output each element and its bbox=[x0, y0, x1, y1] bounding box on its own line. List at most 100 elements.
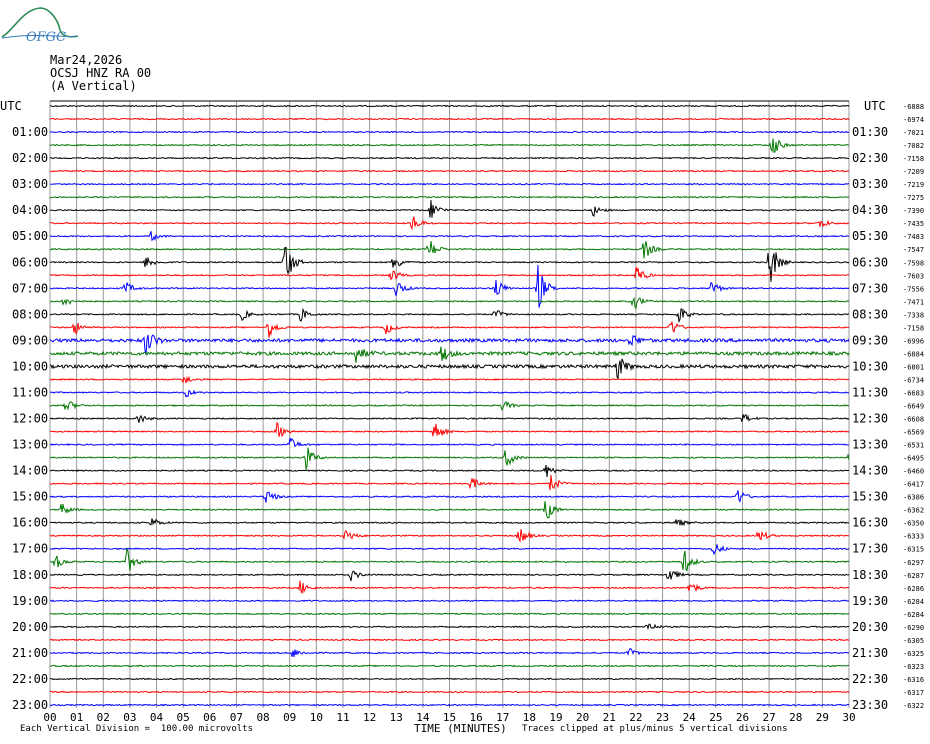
hour-label-right: 02:30 bbox=[852, 151, 888, 165]
x-tick-label: 21 bbox=[603, 711, 616, 724]
trace-line bbox=[49, 200, 850, 218]
trace-line bbox=[49, 307, 850, 324]
trace-offset-label: -6608 bbox=[903, 416, 924, 424]
x-tick-label: 05 bbox=[177, 711, 190, 724]
x-tick-label: 24 bbox=[683, 711, 697, 724]
x-tick-label: 09 bbox=[283, 711, 296, 724]
right-utc-title: UTC bbox=[864, 99, 886, 113]
trace-line bbox=[49, 677, 850, 681]
x-tick-label: 08 bbox=[256, 711, 269, 724]
trace-line bbox=[49, 130, 850, 134]
trace-line bbox=[49, 182, 850, 186]
trace-offset-label: -7547 bbox=[903, 246, 924, 254]
trace-offset-label: -6323 bbox=[903, 663, 924, 671]
trace-offset-label: -6286 bbox=[903, 585, 924, 593]
hour-label-left: 23:00 bbox=[12, 698, 48, 712]
trace-offset-label: -6287 bbox=[903, 572, 924, 580]
hour-label-right: 13:30 bbox=[852, 438, 888, 452]
x-tick-label: 30 bbox=[842, 711, 855, 724]
hour-label-left: 22:00 bbox=[12, 672, 48, 686]
hour-label-right: 09:30 bbox=[852, 333, 888, 347]
x-tick-label: 22 bbox=[629, 711, 642, 724]
trace-line bbox=[49, 529, 850, 543]
hour-label-right: 08:30 bbox=[852, 307, 888, 321]
trace-offset-label: -6284 bbox=[903, 598, 924, 606]
trace-line bbox=[49, 169, 850, 173]
trace-offset-label: -7390 bbox=[903, 207, 924, 215]
hour-label-right: 04:30 bbox=[852, 203, 888, 217]
trace-offset-label: -6531 bbox=[903, 442, 924, 450]
trace-line bbox=[49, 490, 850, 503]
trace-line bbox=[49, 437, 850, 448]
axis-labels: -6888 -6974 -7021 -7082 -7158 -7209 -7219 -7275… bbox=[0, 99, 924, 724]
hour-label-left: 14:00 bbox=[12, 464, 48, 478]
hour-label-left: 01:00 bbox=[12, 125, 48, 139]
trace-line bbox=[49, 414, 850, 423]
trace-line bbox=[49, 334, 850, 355]
x-tick-label: 26 bbox=[736, 711, 749, 724]
hour-label-right: 16:30 bbox=[852, 516, 888, 530]
trace-offset-label: -7338 bbox=[903, 311, 924, 319]
left-utc-title: UTC bbox=[0, 99, 22, 113]
trace-line bbox=[49, 104, 850, 108]
x-tick-label: 17 bbox=[496, 711, 509, 724]
trace-offset-label: -6386 bbox=[903, 494, 924, 502]
x-tick-label: 25 bbox=[709, 711, 722, 724]
x-tick-label: 16 bbox=[470, 711, 483, 724]
trace-offset-label: -6649 bbox=[903, 403, 924, 411]
hour-label-left: 05:00 bbox=[12, 229, 48, 243]
trace-offset-label: -6325 bbox=[903, 650, 924, 658]
hour-label-right: 17:30 bbox=[852, 542, 888, 556]
trace-offset-label: -6569 bbox=[903, 429, 924, 437]
trace-line bbox=[49, 266, 850, 281]
ofgc-logo: OFGC bbox=[1, 7, 79, 45]
x-tick-label: 18 bbox=[523, 711, 536, 724]
trace-offset-label: -6888 bbox=[903, 103, 924, 111]
hour-label-right: 01:30 bbox=[852, 125, 888, 139]
x-tick-label: 00 bbox=[43, 711, 56, 724]
trace-offset-label: -7158 bbox=[903, 155, 924, 163]
hour-label-left: 12:00 bbox=[12, 412, 48, 426]
trace-offset-label: -7471 bbox=[903, 298, 924, 306]
trace-offset-label: -6284 bbox=[903, 611, 924, 619]
trace-line bbox=[49, 216, 850, 231]
hour-label-right: 07:30 bbox=[852, 281, 888, 295]
x-tick-label: 06 bbox=[203, 711, 216, 724]
trace-offset-label: -6350 bbox=[903, 520, 924, 528]
hour-label-left: 10:00 bbox=[12, 359, 48, 373]
hour-label-right: 12:30 bbox=[852, 412, 888, 426]
hour-label-left: 19:00 bbox=[12, 594, 48, 608]
hour-label-left: 08:00 bbox=[12, 307, 48, 321]
svg-text:OFGC: OFGC bbox=[26, 30, 66, 45]
trace-line bbox=[49, 464, 850, 477]
trace-offset-label: -6297 bbox=[903, 559, 924, 567]
trace-offset-label: -6495 bbox=[903, 455, 924, 463]
grid bbox=[49, 100, 850, 708]
x-tick-label: 19 bbox=[549, 711, 562, 724]
hour-label-right: 18:30 bbox=[852, 568, 888, 582]
traces bbox=[49, 104, 850, 707]
trace-line bbox=[49, 195, 850, 199]
x-tick-label: 12 bbox=[363, 711, 376, 724]
hour-label-left: 03:00 bbox=[12, 177, 48, 191]
hour-label-right: 23:30 bbox=[852, 698, 888, 712]
trace-offset-label: -6974 bbox=[903, 116, 924, 124]
x-tick-label: 07 bbox=[230, 711, 243, 724]
trace-line bbox=[49, 321, 850, 338]
hour-label-right: 05:30 bbox=[852, 229, 888, 243]
trace-offset-label: -7275 bbox=[903, 194, 924, 202]
hour-label-left: 07:00 bbox=[12, 281, 48, 295]
trace-line bbox=[49, 690, 850, 694]
trace-line bbox=[49, 638, 850, 642]
component-label: (A Vertical) bbox=[50, 79, 137, 93]
x-tick-label: 01 bbox=[70, 711, 83, 724]
trace-line bbox=[49, 703, 850, 707]
hour-label-right: 20:30 bbox=[852, 620, 888, 634]
trace-line bbox=[49, 375, 850, 384]
x-tick-label: 23 bbox=[656, 711, 669, 724]
trace-offset-label: -6305 bbox=[903, 637, 924, 645]
trace-line bbox=[50, 296, 850, 310]
trace-offset-label: -7082 bbox=[903, 142, 924, 150]
trace-offset-label: -7158 bbox=[903, 324, 924, 332]
trace-line bbox=[49, 580, 850, 594]
